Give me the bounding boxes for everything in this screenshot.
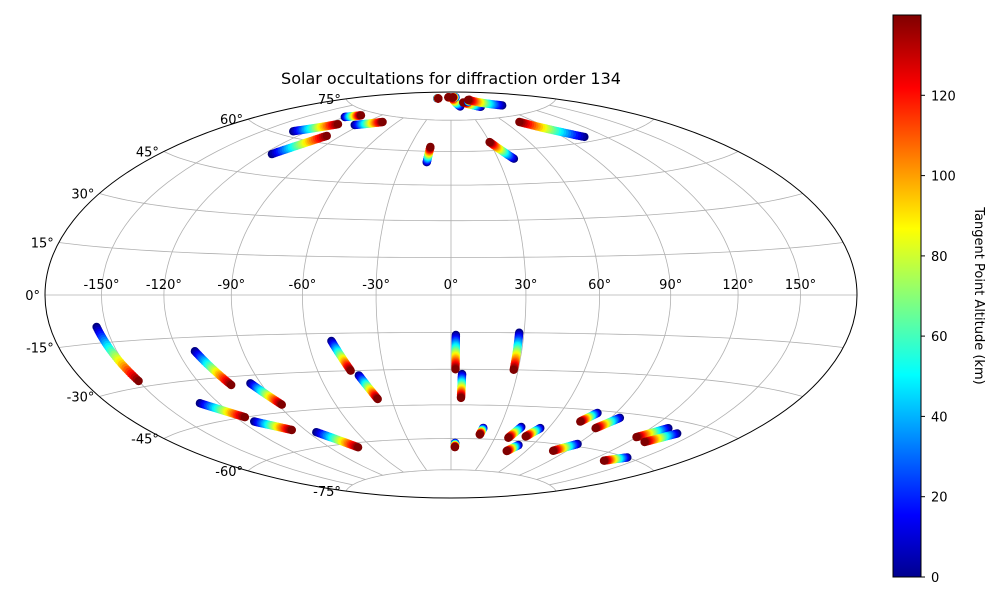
data-point [134,376,143,386]
data-point [353,443,363,452]
data-point [378,117,387,127]
y-tick-label: -60° [215,465,243,480]
x-tick-label: 30° [514,278,537,293]
colorbar-tick-label: 120 [931,89,956,104]
data-point [346,366,355,375]
data-point [591,424,600,433]
occultation-points [92,93,682,465]
data-point [322,131,331,141]
colorbar: 0 20 40 60 80 100 120 Tangent Point Alti… [892,14,986,586]
x-tick-label: -60° [289,278,317,293]
y-tick-label: 30° [71,188,94,203]
data-point [448,93,457,102]
y-tick-label: 60° [220,113,243,128]
data-point [333,120,343,129]
x-tick-label: 120° [722,278,753,293]
data-point [548,446,558,455]
parallel-line [163,151,739,186]
data-point [632,432,641,442]
data-point [576,417,585,426]
data-point [356,111,366,120]
colorbar-gradient [892,14,922,578]
parallel-line [247,118,655,152]
data-point [456,393,466,403]
y-tick-label: -15° [26,342,54,357]
parallel-line [58,332,844,348]
colorbar-tick-label: 80 [931,250,948,265]
data-point [640,437,649,447]
colorbar-label: Tangent Point Altitude (km) [971,206,986,384]
x-tick-label: -150° [83,278,119,293]
y-tick-label: -75° [313,485,341,500]
chart-title: Solar occultations for diffraction order… [281,69,621,88]
data-point [521,432,530,441]
x-tick-label: -120° [146,278,182,293]
x-tick-label: 60° [588,278,611,293]
y-tick-label: 15° [31,237,54,252]
colorbar-tick-label: 60 [931,330,948,345]
x-tick-label: 150° [785,278,816,293]
data-point [599,456,609,465]
graticule-grid [45,98,857,492]
parallel-line [99,193,803,222]
data-point [504,433,513,442]
data-point [502,446,511,456]
latitude-tick-labels: -75° -60° -45° -30° -15° 0° 15° 30° 45° … [25,93,341,500]
parallel-line [247,438,655,472]
data-point [451,365,460,374]
colorbar-tick-label: 100 [931,170,956,185]
data-point [373,394,382,404]
parallel-line [58,242,844,258]
data-point [515,117,524,127]
x-tick-label: -30° [362,278,390,293]
data-point [509,365,518,374]
data-point [227,380,236,390]
x-tick-label: -90° [217,278,245,293]
data-point [485,137,494,147]
data-point [287,425,296,435]
data-point [277,400,286,409]
parallel-line [345,98,557,121]
x-tick-label: 90° [659,278,682,293]
colorbar-tick-label: 20 [931,491,948,506]
colorbar-tick-label: 40 [931,410,948,425]
y-tick-label: 0° [25,289,40,304]
map-frame [44,91,858,499]
colorbar-ticks: 0 20 40 60 80 100 120 [921,89,956,586]
y-tick-label: -45° [131,433,159,448]
colorbar-tick-label: 0 [931,571,939,586]
data-point [475,430,484,439]
data-point [434,94,443,103]
data-point [426,142,435,152]
parallel-line [99,368,803,397]
y-tick-label: 45° [136,146,159,161]
data-point [450,442,460,452]
y-tick-label: -30° [67,391,95,406]
data-point [463,95,473,105]
data-point [240,413,250,422]
parallel-line [345,469,557,492]
longitude-tick-labels: -150° -120° -90° -60° -30° 0° 30° 60° 90… [83,278,816,293]
y-tick-label: 75° [318,93,341,108]
x-tick-label: 0° [444,278,459,293]
